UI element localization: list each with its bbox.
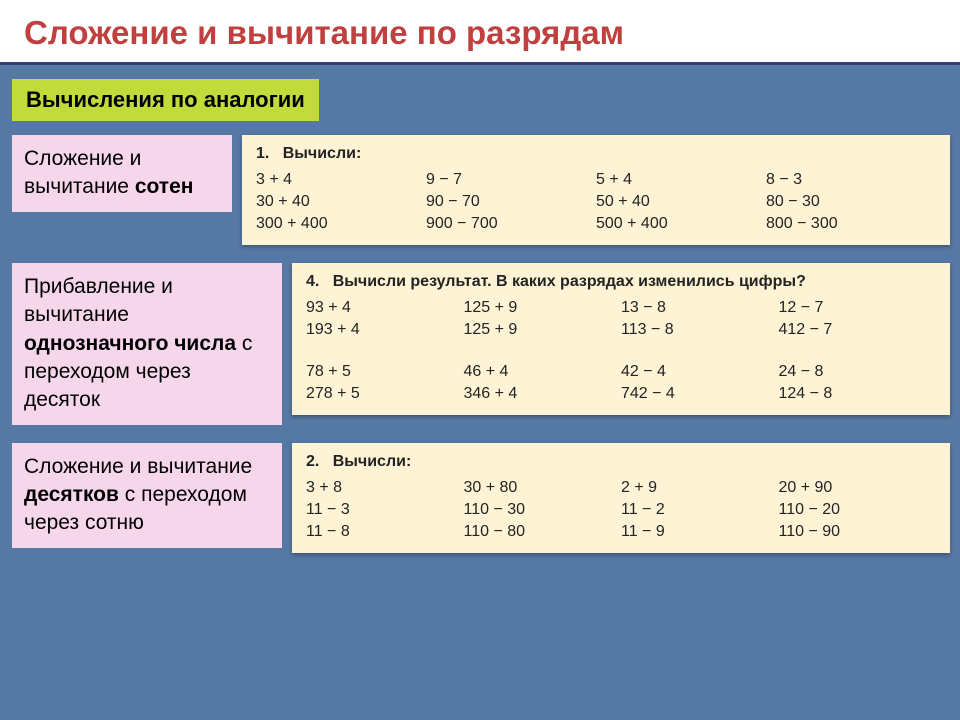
expr: 93 + 4 [306,299,464,317]
label-single-digit: Прибавление и вычитание однозначного чис… [12,263,282,425]
expr: 900 − 700 [426,215,596,233]
expr: 9 − 7 [426,171,596,189]
expr: 110 − 20 [779,501,937,519]
task-grid-1: 3 + 4 9 − 7 5 + 4 8 − 3 30 + 40 90 − 70 … [256,171,936,233]
spacer [306,343,936,359]
expr: 12 − 7 [779,299,937,317]
task-number: 1. [256,145,269,162]
task-grid-2: 93 + 4 125 + 9 13 − 8 12 − 7 193 + 4 125… [306,299,936,403]
expr: 11 − 8 [306,523,464,541]
expr: 90 − 70 [426,193,596,211]
label-tens: Сложение и вычитание десятков с переходо… [12,443,282,548]
section-single-digit: Прибавление и вычитание однозначного чис… [0,263,960,425]
expr: 13 − 8 [621,299,779,317]
task-card-2: 4. Вычисли результат. В каких разрядах и… [292,263,950,415]
expr: 124 − 8 [779,385,937,403]
expr: 500 + 400 [596,215,766,233]
label-hundreds: Сложение и вычитание сотен [12,135,232,212]
expr: 24 − 8 [779,363,937,381]
task-number: 2. [306,453,319,470]
expr: 3 + 8 [306,479,464,497]
task-card-1: 1. Вычисли: 3 + 4 9 − 7 5 + 4 8 − 3 30 +… [242,135,950,245]
task-title: Вычисли: [333,453,412,470]
label-text: Сложение и вычитание [24,147,141,198]
task-number: 4. [306,273,319,290]
task-grid-3: 3 + 8 30 + 80 2 + 9 20 + 90 11 − 3 110 −… [306,479,936,541]
task-heading-1: 1. Вычисли: [256,145,936,163]
expr: 8 − 3 [766,171,936,189]
expr: 125 + 9 [464,299,622,317]
section-tens: Сложение и вычитание десятков с переходо… [0,443,960,553]
expr: 11 − 3 [306,501,464,519]
expr: 110 − 30 [464,501,622,519]
expr: 11 − 9 [621,523,779,541]
expr: 30 + 80 [464,479,622,497]
subtitle-badge: Вычисления по аналогии [12,79,319,121]
task-heading-3: 2. Вычисли: [306,453,936,471]
expr: 110 − 80 [464,523,622,541]
section-hundreds: Сложение и вычитание сотен 1. Вычисли: 3… [0,135,960,245]
expr: 110 − 90 [779,523,937,541]
expr: 50 + 40 [596,193,766,211]
expr: 742 − 4 [621,385,779,403]
task-title: Вычисли: [283,145,362,162]
expr: 78 + 5 [306,363,464,381]
expr: 46 + 4 [464,363,622,381]
expr: 412 − 7 [779,321,937,339]
label-text: Сложение и вычитание [24,455,252,478]
expr: 20 + 90 [779,479,937,497]
task-title: Вычисли результат. В каких разрядах изме… [333,273,806,290]
label-text: Прибавление и вычитание [24,275,173,326]
expr: 300 + 400 [256,215,426,233]
expr: 193 + 4 [306,321,464,339]
page-title: Сложение и вычитание по разрядам [24,14,936,52]
expr: 30 + 40 [256,193,426,211]
expr: 11 − 2 [621,501,779,519]
task-heading-2: 4. Вычисли результат. В каких разрядах и… [306,273,936,291]
expr: 5 + 4 [596,171,766,189]
expr: 2 + 9 [621,479,779,497]
expr: 3 + 4 [256,171,426,189]
expr: 125 + 9 [464,321,622,339]
label-bold: сотен [135,175,194,198]
expr: 80 − 30 [766,193,936,211]
label-bold: однозначного числа [24,332,236,355]
task-card-3: 2. Вычисли: 3 + 8 30 + 80 2 + 9 20 + 90 … [292,443,950,553]
expr: 42 − 4 [621,363,779,381]
label-bold: десятков [24,483,119,506]
expr: 346 + 4 [464,385,622,403]
expr: 113 − 8 [621,321,779,339]
expr: 278 + 5 [306,385,464,403]
title-bar: Сложение и вычитание по разрядам [0,0,960,65]
expr: 800 − 300 [766,215,936,233]
